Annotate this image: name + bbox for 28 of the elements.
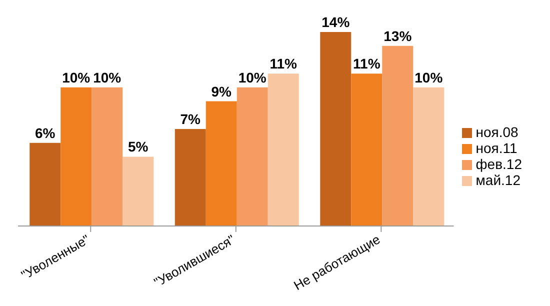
bar xyxy=(382,46,414,226)
legend-label: фев.12 xyxy=(476,156,522,172)
data-label: 10% xyxy=(414,69,444,86)
bar xyxy=(206,101,237,226)
bar xyxy=(92,87,123,226)
bar xyxy=(268,74,299,226)
data-label: 7% xyxy=(180,111,202,127)
data-label: 5% xyxy=(128,138,149,155)
bar xyxy=(351,74,382,226)
data-label: 10% xyxy=(93,69,122,86)
data-label: 11% xyxy=(270,56,298,72)
data-label: 13% xyxy=(384,28,412,44)
bar xyxy=(122,156,154,226)
data-label: 11% xyxy=(353,56,381,72)
legend-label: май.12 xyxy=(476,172,520,188)
data-label: 10% xyxy=(238,69,267,86)
bar xyxy=(413,87,444,226)
legend-label: ноя.08 xyxy=(476,124,518,140)
data-label: 6% xyxy=(35,124,56,141)
data-label: 9% xyxy=(211,83,232,100)
data-label: 10% xyxy=(62,69,91,86)
bar xyxy=(30,142,61,226)
data-label: 14% xyxy=(322,14,350,30)
bar xyxy=(174,129,206,226)
bar xyxy=(236,87,268,226)
bar xyxy=(320,32,352,226)
bar xyxy=(60,87,92,226)
legend-label: ноя.11 xyxy=(476,140,518,156)
